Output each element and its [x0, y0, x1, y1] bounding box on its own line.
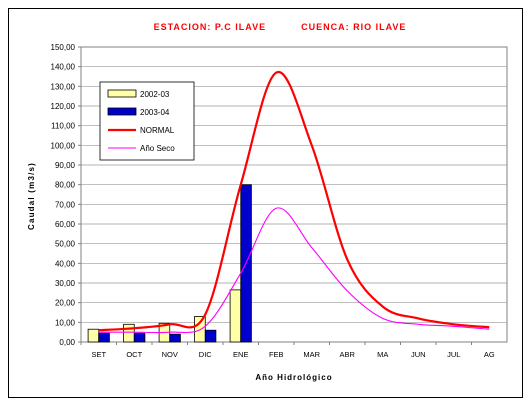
y-tick-label: 0,00: [59, 338, 75, 347]
x-tick-label: JUL: [447, 350, 460, 359]
y-tick-label: 60,00: [55, 220, 76, 229]
y-axis-ticks: 0,00 10,00 20,00 30,00 40,00 50,00 60,00 70,00 8…: [51, 43, 81, 347]
legend-swatch: [107, 107, 137, 116]
chart-title: ESTACION: P.C ILAVE CUENCA: RIO ILAVE: [154, 22, 407, 32]
bar-2003-04: [133, 332, 146, 343]
y-tick-label: 80,00: [55, 181, 76, 190]
x-tick-label: ABR: [340, 350, 356, 359]
y-tick-label: 100,00: [51, 141, 76, 150]
line-NORMAL: [98, 71, 490, 332]
x-tick-label: NOV: [162, 350, 178, 359]
x-tick-label: FEB: [269, 350, 284, 359]
x-axis-label: Año Hidrológico: [255, 373, 332, 382]
gridlines: [81, 66, 507, 323]
legend-label: Año Seco: [140, 144, 175, 153]
y-tick-label: 20,00: [55, 299, 76, 308]
x-tick-label: SET: [91, 350, 106, 359]
bar-2002-03: [87, 328, 100, 343]
legend-label: 2003-04: [140, 108, 170, 117]
y-axis-label: Caudal (m3/s): [27, 162, 36, 230]
y-tick-label: 130,00: [51, 82, 76, 91]
y-tick-label: 120,00: [51, 102, 76, 111]
y-tick-label: 40,00: [55, 259, 76, 268]
y-tick-label: 10,00: [55, 318, 76, 327]
x-tick-label: DIC: [199, 350, 213, 359]
line-series: [98, 71, 490, 334]
x-tick-label: JUN: [411, 350, 426, 359]
legend-swatch: [107, 89, 137, 98]
bar-2002-03: [123, 323, 135, 343]
y-tick-label: 30,00: [55, 279, 76, 288]
y-tick-label: 50,00: [55, 240, 76, 249]
line-Año Seco: [98, 207, 490, 334]
x-tick-label: MAR: [303, 350, 320, 359]
legend: 2002-03 2003-04 NORMAL Año Seco: [99, 81, 195, 161]
x-tick-label: MA: [377, 350, 388, 359]
y-tick-label: 140,00: [51, 63, 76, 72]
y-tick-label: 70,00: [55, 200, 76, 209]
bar-2003-04: [98, 332, 110, 343]
legend-label: NORMAL: [140, 126, 175, 135]
x-axis-ticks: SET OCT NOV DIC ENE FEB MAR ABR MA JUN JUL AG: [80, 342, 495, 359]
legend-label: 2002-03: [140, 90, 170, 99]
bar-2003-04: [204, 329, 217, 343]
x-tick-label: ENE: [233, 350, 248, 359]
x-tick-label: OCT: [126, 350, 142, 359]
y-tick-label: 150,00: [51, 43, 76, 52]
bar-2003-04: [169, 333, 181, 343]
x-tick-label: AG: [484, 350, 495, 359]
y-tick-label: 110,00: [51, 122, 75, 131]
bar-2002-03: [229, 289, 242, 343]
y-tick-label: 90,00: [55, 161, 76, 170]
